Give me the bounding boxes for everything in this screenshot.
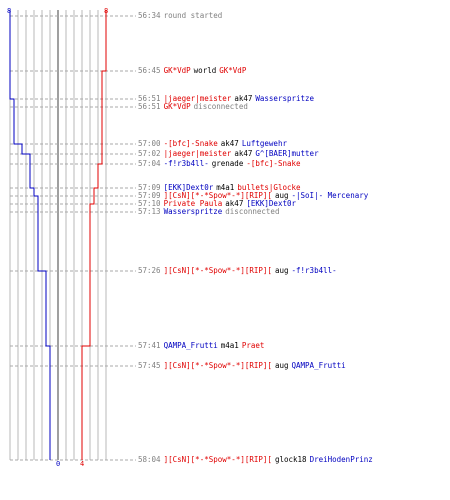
event-row: 57:02 |jaeger|meister ak47 G^[BAER]mutter (138, 149, 322, 159)
event-row: 56:45 GK*VdP world GK*VdP (138, 66, 249, 76)
player-name: GK*VdP (163, 66, 191, 75)
event-row: 57:04 -f!r3b4ll-grenade -[bfc]-Snake (138, 159, 304, 169)
weapon-name: world (193, 66, 217, 75)
event-time: 56:34 (138, 11, 161, 20)
event-row: 57:45][CsN][*-*Spow*-*][RIP][aug QAMPA_Fr… (138, 361, 349, 371)
event-time: 56:51 (138, 94, 161, 103)
player-name: ][CsN][*-*Spow*-*][RIP][ (163, 455, 272, 464)
blue-end-count: 0 (56, 460, 60, 468)
player-name: [EKK]Dext0r (246, 199, 297, 208)
player-name: G^[BAER]mutter (255, 149, 319, 158)
player-name: ][CsN][*-*Spow*-*][RIP][ (163, 266, 272, 275)
event-time: 56:45 (138, 66, 161, 75)
red-start-count: 8 (104, 7, 108, 15)
weapon-name: ak47 (225, 199, 244, 208)
weapon-name: aug (274, 191, 289, 200)
event-status: disconnected (225, 207, 280, 216)
event-time: 57:45 (138, 361, 161, 370)
player-name: -f!r3b4ll- (291, 266, 337, 275)
player-name: QAMPA_Frutti (163, 341, 218, 350)
player-name: Luftgewehr (241, 139, 287, 148)
player-name: GK*VdP (163, 102, 191, 111)
player-name: bullets|Glocke (237, 183, 301, 192)
player-name: Private Paula (163, 199, 223, 208)
event-row: 57:13 Wasserspritze disconnected (138, 207, 282, 217)
player-name: Wasserspritze (163, 207, 223, 216)
red-end-count: 4 (80, 460, 84, 468)
weapon-name: ak47 (234, 94, 253, 103)
event-row: 56:51 GK*VdP disconnected (138, 102, 251, 112)
player-name: -f!r3b4ll- (163, 159, 209, 168)
event-status: disconnected (193, 102, 248, 111)
player-name: Wasserspritze (255, 94, 315, 103)
event-guide-lines (10, 15, 136, 461)
event-row: 56:34 round started (138, 11, 225, 21)
event-time: 57:04 (138, 159, 161, 168)
player-name: |jaeger|meister (163, 94, 232, 103)
event-row: 58:04][CsN][*-*Spow*-*][RIP][glock18 Drei… (138, 455, 376, 465)
weapon-name: aug (274, 266, 289, 275)
event-row: 57:41 QAMPA_Frutti m4a1 Praet (138, 341, 267, 351)
player-name: [EKK]Dext0r (163, 183, 214, 192)
event-time: 57:09 (138, 183, 161, 192)
event-time: 57:02 (138, 149, 161, 158)
weapon-name: ak47 (234, 149, 253, 158)
player-name: GK*VdP (219, 66, 247, 75)
event-row: 56:51 |jaeger|meister ak47 Wasserspritze (138, 94, 317, 104)
player-name: |jaeger|meister (163, 149, 232, 158)
player-name: -|SoI|- Mercenary (291, 191, 369, 200)
event-time: 57:09 (138, 191, 161, 200)
event-time: 58:04 (138, 455, 161, 464)
player-name: QAMPA_Frutti (291, 361, 346, 370)
player-name: -[bfc]-Snake (246, 159, 301, 168)
weapon-name: glock18 (274, 455, 307, 464)
event-time: 56:51 (138, 102, 161, 111)
weapon-name: aug (274, 361, 289, 370)
event-time: 57:26 (138, 266, 161, 275)
blue-start-count: 8 (7, 7, 11, 15)
blue-team-alive-line (9, 10, 51, 460)
event-row: 57:26][CsN][*-*Spow*-*][RIP][aug -f!r3b4l… (138, 266, 340, 276)
player-name: -[bfc]-Snake (163, 139, 218, 148)
player-name: ][CsN][*-*Spow*-*][RIP][ (163, 191, 272, 200)
event-time: 57:13 (138, 207, 161, 216)
weapon-name: m4a1 (220, 341, 239, 350)
player-name: ][CsN][*-*Spow*-*][RIP][ (163, 361, 272, 370)
player-name: DreiHodenPrinz (309, 455, 373, 464)
event-time: 57:10 (138, 199, 161, 208)
event-row: 57:10 Private Paula ak47 [EKK]Dext0r (138, 199, 299, 209)
player-name: Praet (241, 341, 265, 350)
event-row: 57:09][CsN][*-*Spow*-*][RIP][aug -|SoI|- … (138, 191, 371, 201)
event-row: 57:00 -[bfc]-Snake ak47 Luftgewehr (138, 139, 290, 149)
player-count-gridlines (9, 10, 107, 460)
event-row: 57:09 [EKK]Dext0r m4a1 bullets|Glocke (138, 183, 304, 193)
weapon-name: m4a1 (216, 183, 235, 192)
red-team-alive-line (81, 10, 107, 460)
weapon-name: ak47 (220, 139, 239, 148)
event-time: 57:00 (138, 139, 161, 148)
weapon-name: grenade (211, 159, 244, 168)
event-time: 57:41 (138, 341, 161, 350)
event-status: round started (163, 11, 223, 20)
